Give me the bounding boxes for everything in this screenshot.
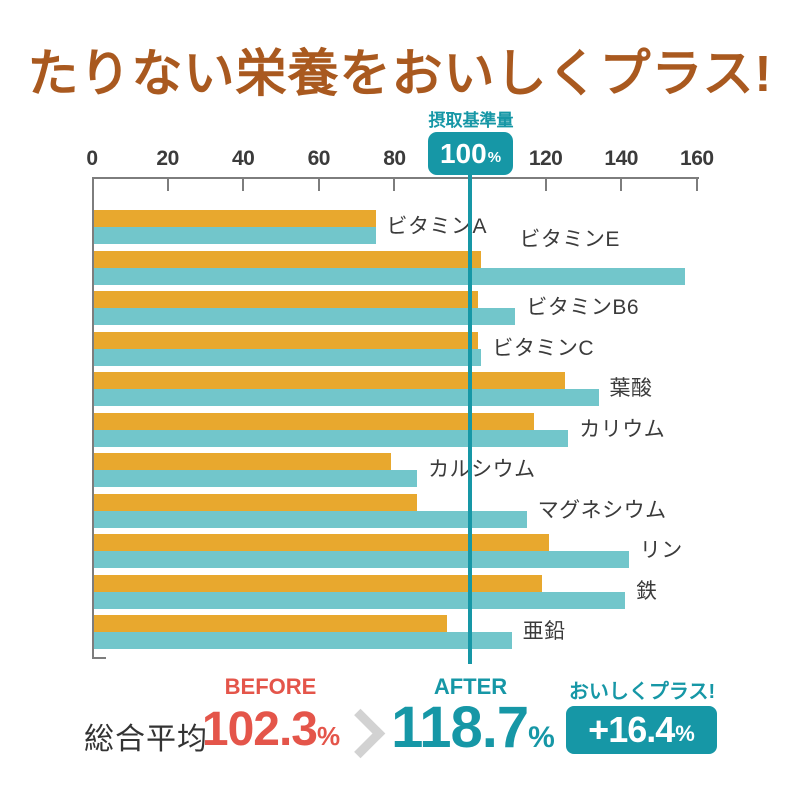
bar-before-ビタミンC [94,331,478,349]
y-axis-line [92,177,94,659]
reference-label: 摂取基準量 [428,111,514,130]
summary-label: 総合平均 [84,723,208,756]
bar-after-鉄 [94,591,625,609]
bar-after-ビタミンE [94,267,686,285]
bar-before-ビタミンA [94,210,376,227]
bar-before-ビタミンB6 [94,291,478,308]
axis-tick-label: 160 [680,147,714,170]
bar-before-鉄 [94,574,542,592]
category-label: 亜鉛 [522,620,566,643]
bar-after-カルシウム [94,470,418,487]
axis-tick [620,179,623,191]
category-label: リン [639,539,683,562]
page-title: たりない栄養をおいしくプラス! [27,45,773,102]
after-unit: % [528,721,555,754]
axis-tick-label: 20 [156,147,179,170]
reference-badge: 100% [428,132,513,175]
axis-tick [166,179,169,191]
axis-tick-label: 140 [604,147,638,170]
reference-line [468,174,472,664]
axis-tick [317,179,320,191]
plus-number: +16.4 [588,709,675,750]
bar-before-カルシウム [94,453,391,470]
bar-before-ビタミンE [94,250,482,268]
axis-tick [695,179,698,191]
category-label: ビタミンA [386,215,488,238]
category-label: 鉄 [635,579,658,603]
axis-tick-label: 40 [232,147,255,170]
before-number: 102.3 [201,703,318,756]
bar-after-ビタミンA [94,227,376,244]
category-label: ビタミンB6 [526,296,640,319]
bar-after-リン [94,551,629,568]
category-label: カルシウム [428,458,536,481]
category-label: マグネシウム [537,498,667,522]
bar-after-葉酸 [94,389,599,406]
category-label: 葉酸 [609,377,653,400]
bar-after-ビタミンB6 [94,308,516,325]
category-label: カリウム [579,417,666,441]
before-label: BEFORE [224,674,317,699]
axis-tick [393,179,396,191]
before-value: 102.3% [196,702,346,757]
plus-unit: % [675,721,695,746]
after-number: 118.7 [391,695,529,760]
axis-tick [242,179,245,191]
bar-before-亜鉛 [94,615,448,632]
axis-tick-label: 0 [86,147,98,170]
category-label: ビタミンC [492,336,594,360]
x-axis-line [92,177,699,179]
axis-corner [92,657,106,659]
axis-tick-label: 60 [307,147,331,170]
bar-after-カリウム [94,429,569,447]
bar-before-マグネシウム [94,493,418,511]
reference-unit: % [487,149,502,166]
reference-value: 100 [439,137,487,169]
after-value: 118.7% [378,694,568,761]
category-label: ビタミンE [519,227,620,251]
before-unit: % [317,721,341,751]
bar-after-マグネシウム [94,510,527,528]
axis-tick [544,179,547,191]
plus-badge: +16.4% [566,706,717,754]
axis-tick-label: 80 [383,147,406,170]
bar-before-リン [94,534,550,551]
plus-label: おいしくプラス! [568,681,716,703]
after-label: AFTER [433,674,508,699]
bar-before-葉酸 [94,372,565,389]
axis-tick-label: 120 [528,147,563,170]
bar-before-カリウム [94,412,535,430]
bar-after-ビタミンC [94,348,482,366]
bar-after-亜鉛 [94,632,512,649]
